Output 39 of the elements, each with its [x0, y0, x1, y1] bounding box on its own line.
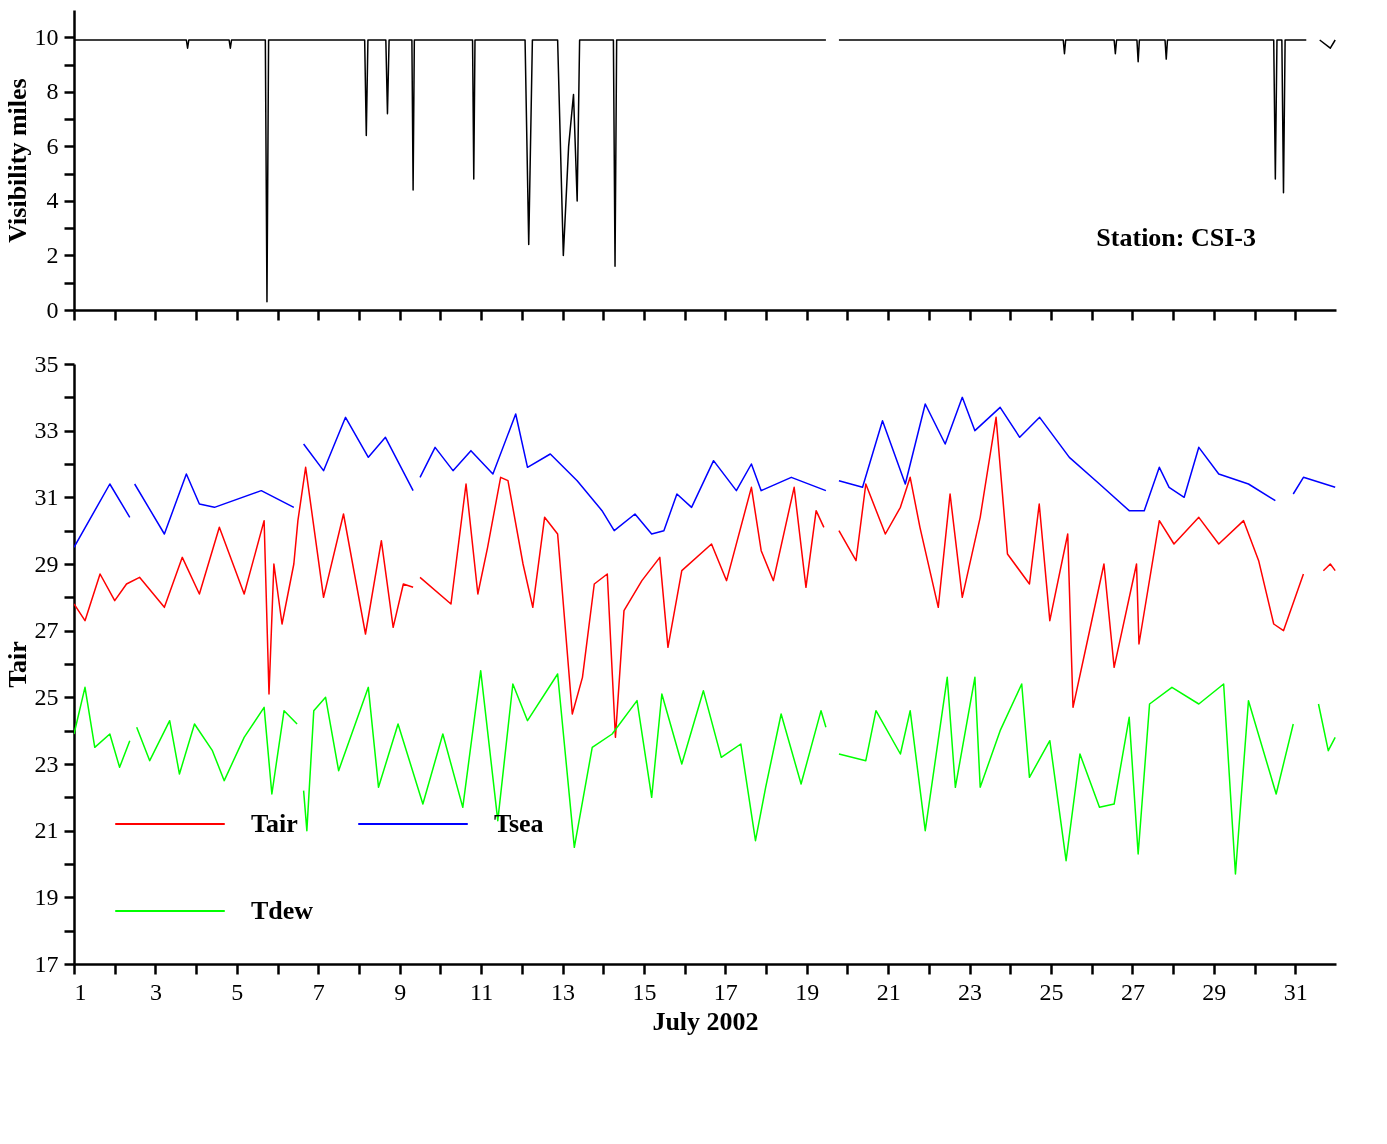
x-tick-label: 11 [470, 978, 494, 1005]
x-tick-label: 7 [312, 978, 325, 1005]
x-tick-label: 23 [958, 978, 983, 1005]
x-tick-label: 5 [231, 978, 244, 1005]
y-tick-label: 19 [34, 883, 59, 910]
x-tick-label: 1 [74, 978, 87, 1005]
y-axis-title: Tair [2, 641, 32, 688]
y-tick-label: 21 [34, 817, 59, 844]
x-tick-label: 3 [149, 978, 162, 1005]
legend-label: Tair [251, 809, 298, 838]
x-tick-label: 9 [394, 978, 407, 1005]
y-axis-title: Visibility miles [2, 78, 32, 243]
y-tick-label: 0 [46, 296, 59, 323]
y-tick-label: 25 [34, 683, 59, 710]
legend-label: Tdew [251, 896, 314, 925]
y-tick-label: 29 [34, 550, 59, 577]
y-tick-label: 33 [34, 417, 59, 444]
legend-label: Tsea [494, 809, 544, 838]
x-tick-label: 27 [1120, 978, 1145, 1005]
x-tick-label: 15 [632, 978, 657, 1005]
y-tick-label: 23 [34, 750, 59, 777]
y-tick-label: 17 [34, 950, 59, 977]
y-tick-label: 10 [34, 23, 59, 50]
x-tick-label: 21 [876, 978, 901, 1005]
y-tick-label: 31 [34, 483, 59, 510]
x-axis-title: July 2002 [652, 1006, 759, 1036]
x-tick-label: 17 [713, 978, 738, 1005]
x-tick-label: 13 [551, 978, 576, 1005]
y-tick-label: 2 [46, 241, 59, 268]
x-tick-label: 29 [1202, 978, 1227, 1005]
y-tick-label: 4 [46, 187, 59, 214]
annotation: Station: CSI-3 [1096, 223, 1256, 252]
x-tick-label: 25 [1039, 978, 1064, 1005]
y-tick-label: 27 [34, 617, 59, 644]
x-tick-label: 19 [795, 978, 820, 1005]
x-tick-label: 31 [1283, 978, 1308, 1005]
y-tick-label: 8 [46, 78, 59, 105]
y-tick-label: 6 [46, 132, 59, 159]
y-tick-label: 35 [34, 350, 59, 377]
